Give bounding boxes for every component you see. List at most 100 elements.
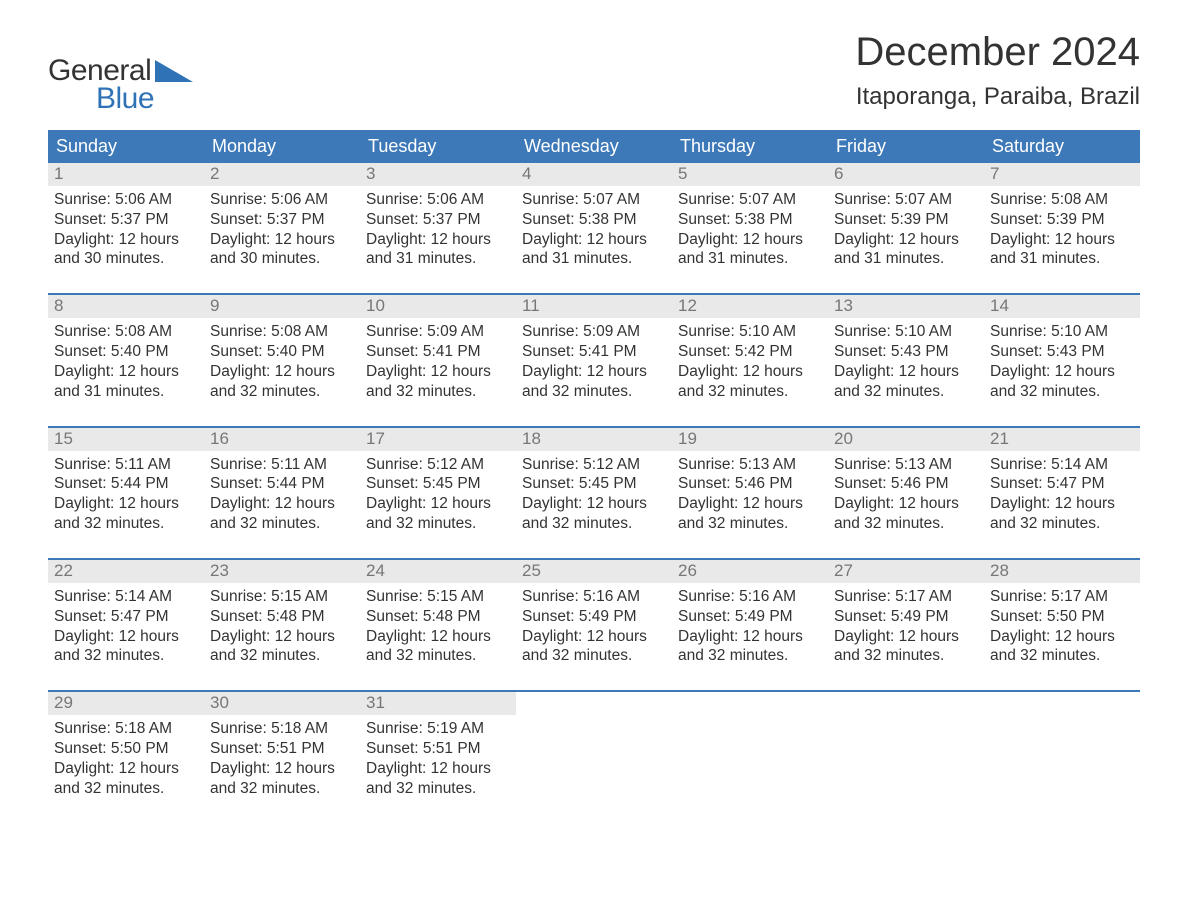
day-number: 11 xyxy=(516,295,672,318)
day-number: 21 xyxy=(984,428,1140,451)
calendar-day: 28Sunrise: 5:17 AMSunset: 5:50 PMDayligh… xyxy=(984,560,1140,680)
weekday-header: Thursday xyxy=(672,130,828,163)
weekday-header: Sunday xyxy=(48,130,204,163)
day-details: Sunrise: 5:10 AMSunset: 5:42 PMDaylight:… xyxy=(672,318,828,415)
calendar-day: 14Sunrise: 5:10 AMSunset: 5:43 PMDayligh… xyxy=(984,295,1140,415)
calendar-day: 11Sunrise: 5:09 AMSunset: 5:41 PMDayligh… xyxy=(516,295,672,415)
calendar-day: 29Sunrise: 5:18 AMSunset: 5:50 PMDayligh… xyxy=(48,692,204,812)
calendar-day: 6Sunrise: 5:07 AMSunset: 5:39 PMDaylight… xyxy=(828,163,984,283)
day-details: Sunrise: 5:06 AMSunset: 5:37 PMDaylight:… xyxy=(360,186,516,283)
day-details: Sunrise: 5:06 AMSunset: 5:37 PMDaylight:… xyxy=(204,186,360,283)
day-number: 9 xyxy=(204,295,360,318)
day-details: Sunrise: 5:10 AMSunset: 5:43 PMDaylight:… xyxy=(828,318,984,415)
calendar-week: 8Sunrise: 5:08 AMSunset: 5:40 PMDaylight… xyxy=(48,293,1140,415)
calendar-day: 17Sunrise: 5:12 AMSunset: 5:45 PMDayligh… xyxy=(360,428,516,548)
calendar-day: 12Sunrise: 5:10 AMSunset: 5:42 PMDayligh… xyxy=(672,295,828,415)
day-number: 19 xyxy=(672,428,828,451)
calendar-day: 27Sunrise: 5:17 AMSunset: 5:49 PMDayligh… xyxy=(828,560,984,680)
day-number: 22 xyxy=(48,560,204,583)
calendar-week: 15Sunrise: 5:11 AMSunset: 5:44 PMDayligh… xyxy=(48,426,1140,548)
day-number: 25 xyxy=(516,560,672,583)
day-number: 28 xyxy=(984,560,1140,583)
day-number: 6 xyxy=(828,163,984,186)
calendar-day: 23Sunrise: 5:15 AMSunset: 5:48 PMDayligh… xyxy=(204,560,360,680)
day-details: Sunrise: 5:11 AMSunset: 5:44 PMDaylight:… xyxy=(48,451,204,548)
day-number: 15 xyxy=(48,428,204,451)
calendar-day: .. xyxy=(672,692,828,812)
calendar-day: 18Sunrise: 5:12 AMSunset: 5:45 PMDayligh… xyxy=(516,428,672,548)
day-details: Sunrise: 5:12 AMSunset: 5:45 PMDaylight:… xyxy=(516,451,672,548)
weekday-header: Saturday xyxy=(984,130,1140,163)
day-number: 12 xyxy=(672,295,828,318)
day-details: Sunrise: 5:10 AMSunset: 5:43 PMDaylight:… xyxy=(984,318,1140,415)
day-details: Sunrise: 5:06 AMSunset: 5:37 PMDaylight:… xyxy=(48,186,204,283)
day-details: Sunrise: 5:08 AMSunset: 5:39 PMDaylight:… xyxy=(984,186,1140,283)
day-number: 27 xyxy=(828,560,984,583)
day-details: Sunrise: 5:16 AMSunset: 5:49 PMDaylight:… xyxy=(516,583,672,680)
calendar-day: 3Sunrise: 5:06 AMSunset: 5:37 PMDaylight… xyxy=(360,163,516,283)
calendar-day: 4Sunrise: 5:07 AMSunset: 5:38 PMDaylight… xyxy=(516,163,672,283)
day-number: 24 xyxy=(360,560,516,583)
brand-word-2: Blue xyxy=(96,82,193,116)
calendar-day: 25Sunrise: 5:16 AMSunset: 5:49 PMDayligh… xyxy=(516,560,672,680)
title-block: December 2024 Itaporanga, Paraiba, Brazi… xyxy=(855,30,1140,111)
day-number: 26 xyxy=(672,560,828,583)
weekday-header: Friday xyxy=(828,130,984,163)
day-details: Sunrise: 5:17 AMSunset: 5:49 PMDaylight:… xyxy=(828,583,984,680)
day-number: 13 xyxy=(828,295,984,318)
day-details: Sunrise: 5:07 AMSunset: 5:39 PMDaylight:… xyxy=(828,186,984,283)
day-details: Sunrise: 5:15 AMSunset: 5:48 PMDaylight:… xyxy=(360,583,516,680)
calendar-week: 1Sunrise: 5:06 AMSunset: 5:37 PMDaylight… xyxy=(48,163,1140,283)
day-details: Sunrise: 5:08 AMSunset: 5:40 PMDaylight:… xyxy=(48,318,204,415)
day-number: 18 xyxy=(516,428,672,451)
calendar-day: 22Sunrise: 5:14 AMSunset: 5:47 PMDayligh… xyxy=(48,560,204,680)
day-details: Sunrise: 5:18 AMSunset: 5:50 PMDaylight:… xyxy=(48,715,204,812)
calendar-day: 24Sunrise: 5:15 AMSunset: 5:48 PMDayligh… xyxy=(360,560,516,680)
day-number: 2 xyxy=(204,163,360,186)
day-details: Sunrise: 5:09 AMSunset: 5:41 PMDaylight:… xyxy=(516,318,672,415)
day-number: 8 xyxy=(48,295,204,318)
calendar-day: 1Sunrise: 5:06 AMSunset: 5:37 PMDaylight… xyxy=(48,163,204,283)
day-number: 10 xyxy=(360,295,516,318)
day-details: Sunrise: 5:14 AMSunset: 5:47 PMDaylight:… xyxy=(48,583,204,680)
weekday-header: Monday xyxy=(204,130,360,163)
day-details: Sunrise: 5:19 AMSunset: 5:51 PMDaylight:… xyxy=(360,715,516,812)
header: General Blue December 2024 Itaporanga, P… xyxy=(48,30,1140,116)
weekday-header: Wednesday xyxy=(516,130,672,163)
calendar-day: 9Sunrise: 5:08 AMSunset: 5:40 PMDaylight… xyxy=(204,295,360,415)
day-details: Sunrise: 5:07 AMSunset: 5:38 PMDaylight:… xyxy=(672,186,828,283)
calendar-day: 15Sunrise: 5:11 AMSunset: 5:44 PMDayligh… xyxy=(48,428,204,548)
day-number: 30 xyxy=(204,692,360,715)
day-number: 7 xyxy=(984,163,1140,186)
day-details: Sunrise: 5:12 AMSunset: 5:45 PMDaylight:… xyxy=(360,451,516,548)
day-number: 20 xyxy=(828,428,984,451)
day-number: 31 xyxy=(360,692,516,715)
day-number: 14 xyxy=(984,295,1140,318)
calendar-day: 26Sunrise: 5:16 AMSunset: 5:49 PMDayligh… xyxy=(672,560,828,680)
day-details: Sunrise: 5:07 AMSunset: 5:38 PMDaylight:… xyxy=(516,186,672,283)
calendar-day: 5Sunrise: 5:07 AMSunset: 5:38 PMDaylight… xyxy=(672,163,828,283)
calendar-day: 2Sunrise: 5:06 AMSunset: 5:37 PMDaylight… xyxy=(204,163,360,283)
day-details: Sunrise: 5:15 AMSunset: 5:48 PMDaylight:… xyxy=(204,583,360,680)
calendar-day: 21Sunrise: 5:14 AMSunset: 5:47 PMDayligh… xyxy=(984,428,1140,548)
location-subtitle: Itaporanga, Paraiba, Brazil xyxy=(855,83,1140,111)
calendar-day: 7Sunrise: 5:08 AMSunset: 5:39 PMDaylight… xyxy=(984,163,1140,283)
calendar-week: 22Sunrise: 5:14 AMSunset: 5:47 PMDayligh… xyxy=(48,558,1140,680)
calendar-day: .. xyxy=(828,692,984,812)
day-number: 16 xyxy=(204,428,360,451)
calendar-week: 29Sunrise: 5:18 AMSunset: 5:50 PMDayligh… xyxy=(48,690,1140,812)
day-details: Sunrise: 5:11 AMSunset: 5:44 PMDaylight:… xyxy=(204,451,360,548)
calendar-day: 20Sunrise: 5:13 AMSunset: 5:46 PMDayligh… xyxy=(828,428,984,548)
weekday-header: Tuesday xyxy=(360,130,516,163)
day-number: 4 xyxy=(516,163,672,186)
day-number: 1 xyxy=(48,163,204,186)
calendar: Sunday Monday Tuesday Wednesday Thursday… xyxy=(48,130,1140,813)
day-number: 3 xyxy=(360,163,516,186)
calendar-day: .. xyxy=(984,692,1140,812)
brand-logo: General Blue xyxy=(48,54,193,116)
day-details: Sunrise: 5:16 AMSunset: 5:49 PMDaylight:… xyxy=(672,583,828,680)
calendar-day: 16Sunrise: 5:11 AMSunset: 5:44 PMDayligh… xyxy=(204,428,360,548)
day-number: 5 xyxy=(672,163,828,186)
day-details: Sunrise: 5:13 AMSunset: 5:46 PMDaylight:… xyxy=(828,451,984,548)
day-details: Sunrise: 5:17 AMSunset: 5:50 PMDaylight:… xyxy=(984,583,1140,680)
